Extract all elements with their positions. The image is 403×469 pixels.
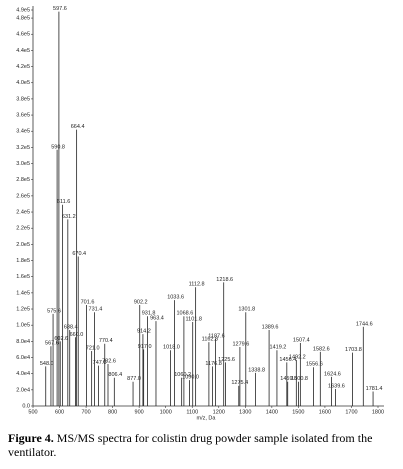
caption: Figure 4. MS/MS spectra for colistin dru… — [8, 431, 398, 459]
x-tick-label: 1300 — [239, 409, 251, 415]
peak-label: 806.4 — [108, 372, 122, 378]
y-tick-label: 1.4e5 — [16, 290, 30, 296]
peak-label: 1507.4 — [293, 337, 310, 343]
peak-label: 1018.0 — [163, 345, 180, 351]
peak-label: 1389.6 — [262, 324, 279, 330]
peak-label: 611.6 — [57, 199, 70, 205]
peak-label: 1101.8 — [185, 316, 201, 322]
y-tick-label: 4.4e5 — [16, 48, 30, 54]
peak-label: 597.6 — [53, 6, 67, 12]
x-tick-label: 600 — [55, 409, 64, 415]
peak-label: 590.8 — [51, 144, 65, 150]
y-tick-label: 3.6e5 — [16, 113, 30, 119]
peak-label: 1744.6 — [356, 321, 373, 327]
y-tick-label: 0.0 — [22, 403, 30, 409]
peak-label: 1090.0 — [182, 375, 199, 381]
x-tick-label: 900 — [135, 409, 144, 415]
y-tick-label: 4.6e5 — [16, 32, 30, 38]
y-tick-label: 2.0e5 — [16, 242, 30, 248]
x-tick-label: 1400 — [266, 409, 278, 415]
peak-label: 1456.4 — [279, 357, 296, 363]
x-tick-label: 1500 — [292, 409, 304, 415]
peak-label: 701.6 — [81, 299, 95, 305]
x-axis-label: m/z, Da — [197, 415, 217, 421]
peak-label: 1624.6 — [324, 371, 341, 377]
x-tick-label: 1600 — [319, 409, 331, 415]
peak-label: 877.0 — [127, 376, 141, 382]
peak-label: 1060.2 — [174, 372, 191, 378]
y-tick-label: 4.9e5 — [16, 7, 30, 13]
y-tick-label: 4.8e5 — [16, 16, 30, 22]
peak-label: 770.4 — [99, 338, 113, 344]
peak-label: 721.0 — [86, 345, 100, 351]
x-tick-label: 1200 — [213, 409, 225, 415]
y-tick-label: 3.0e5 — [16, 161, 30, 167]
y-tick-label: 1.8e5 — [16, 258, 30, 264]
y-tick-label: 1.2e5 — [16, 306, 30, 312]
y-tick-label: 2.2e5 — [16, 226, 30, 232]
peak-label: 1500.8 — [291, 376, 308, 382]
peak-label: 731.4 — [89, 307, 103, 313]
peak-label: 664.4 — [71, 124, 85, 130]
peak-label: 1582.6 — [313, 346, 330, 352]
x-tick-label: 1000 — [160, 409, 172, 415]
peak-label: 1301.8 — [238, 307, 255, 313]
peak-label: 1176.8 — [205, 361, 221, 367]
peak-label: 917.0 — [138, 344, 152, 350]
peak-label: 1068.6 — [176, 311, 193, 317]
y-tick-label: 2.4e5 — [16, 209, 30, 215]
caption-label: Figure 4. — [8, 431, 54, 445]
x-tick-label: 800 — [108, 409, 117, 415]
peak-label: 1338.8 — [248, 367, 265, 373]
peak-label: 1225.6 — [218, 357, 235, 363]
peak-label: 914.2 — [137, 329, 151, 335]
peak-label: 1639.6 — [328, 383, 345, 389]
y-tick-label: 6.0e4 — [16, 355, 30, 361]
peak-label: 1162.8 — [202, 337, 218, 343]
peak-label: 1459.8 — [280, 376, 297, 382]
peak-label: 931.8 — [142, 311, 156, 317]
x-tick-label: 700 — [81, 409, 90, 415]
y-tick-label: 2.6e5 — [16, 193, 30, 199]
x-tick-label: 1100 — [186, 409, 198, 415]
peak-label: 567.6 — [45, 341, 59, 347]
peak-label: 670.4 — [72, 251, 86, 257]
peak-label: 548.0 — [40, 361, 54, 367]
peak-label: 631.2 — [62, 214, 76, 220]
y-tick-label: 4.0e4 — [16, 371, 30, 377]
x-tick-label: 1700 — [345, 409, 357, 415]
peak-label: 575.6 — [47, 308, 61, 314]
x-tick-label: 1800 — [372, 409, 384, 415]
y-tick-label: 8.0e4 — [16, 339, 30, 345]
peak-label: 782.6 — [102, 358, 116, 364]
y-tick-label: 3.2e5 — [16, 145, 30, 151]
peak-label: 1033.6 — [167, 295, 184, 301]
peak-label: 902.2 — [134, 299, 148, 305]
y-tick-label: 2.8e5 — [16, 177, 30, 183]
peak-label: 747.0 — [93, 360, 107, 366]
peak-label: 1419.2 — [270, 345, 287, 351]
peak-label: 1781.4 — [366, 386, 383, 392]
peak-label: 963.4 — [150, 316, 164, 322]
peak-label: 1703.8 — [345, 347, 362, 353]
x-tick-label: 500 — [28, 409, 37, 415]
peak-label: 1492.2 — [289, 354, 306, 360]
peak-label: 1556.6 — [306, 362, 323, 368]
caption-text: MS/MS spectra for colistin drug powder s… — [8, 431, 373, 459]
peak-label: 1187.6 — [208, 333, 224, 339]
y-tick-label: 3.4e5 — [16, 129, 30, 135]
peak-label: 1218.6 — [216, 277, 233, 283]
y-tick-label: 4.2e5 — [16, 64, 30, 70]
y-tick-label: 2.0e4 — [16, 387, 30, 393]
peak-label: 638.4 — [64, 324, 78, 330]
peak-label: 602.6 — [54, 336, 68, 342]
peak-label: 1279.6 — [232, 341, 249, 347]
peak-label: 1112.8 — [189, 282, 205, 288]
y-tick-label: 1.6e5 — [16, 274, 30, 280]
y-tick-label: 4.0e5 — [16, 80, 30, 86]
chart: m/z, Da 0.0 2.0e4 4.0e4 6.0e4 8.0e4 1.0e5 1.2e… — [16, 6, 384, 421]
y-tick-label: 1.0e5 — [16, 323, 30, 329]
y-tick-label: 3.8e5 — [16, 96, 30, 102]
